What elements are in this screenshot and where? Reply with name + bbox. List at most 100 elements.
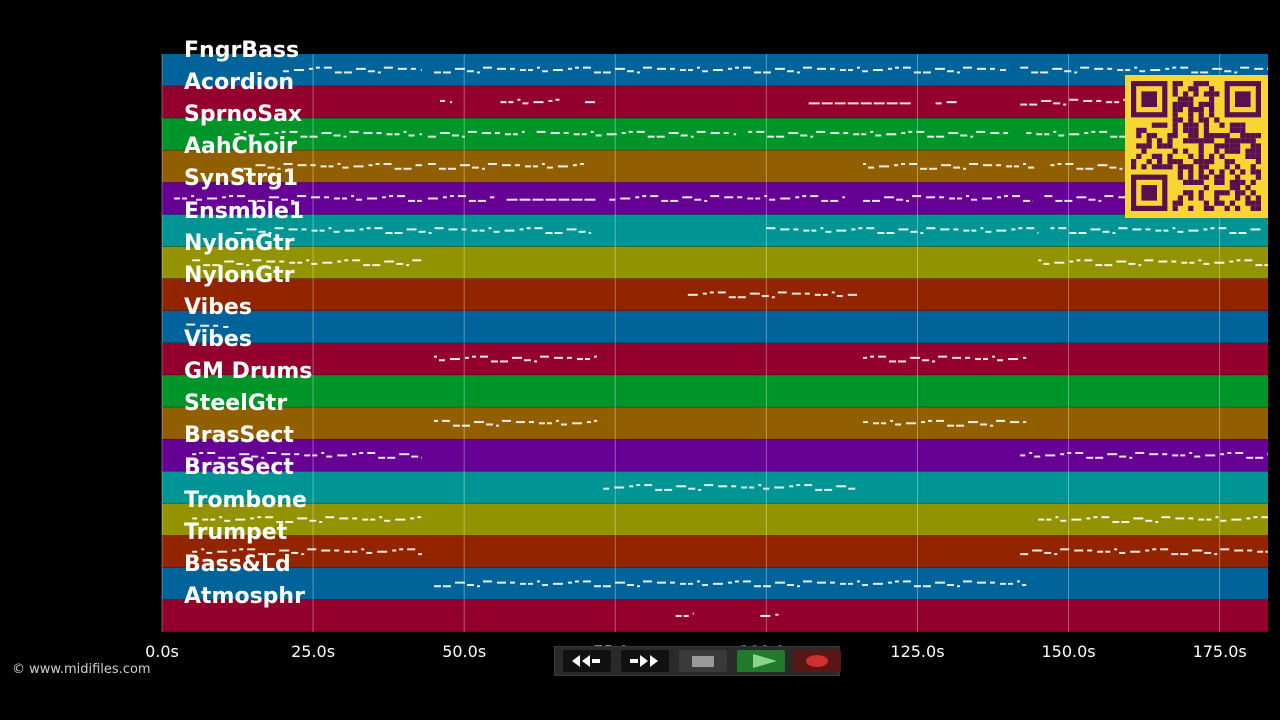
note-event xyxy=(174,197,181,200)
note-event xyxy=(1014,165,1020,168)
note-event xyxy=(1069,133,1080,136)
note-event xyxy=(265,516,274,519)
note-event xyxy=(690,135,694,138)
note-event xyxy=(963,229,970,232)
note-event xyxy=(343,135,347,138)
note-event xyxy=(268,232,272,235)
note-event xyxy=(1069,232,1077,235)
note-event xyxy=(894,66,899,69)
note-event xyxy=(571,422,582,425)
note-event xyxy=(246,264,250,267)
note-event xyxy=(679,69,686,72)
note-event xyxy=(1119,167,1123,170)
note-event xyxy=(1200,71,1209,74)
note-event xyxy=(1255,456,1264,459)
note-event xyxy=(742,66,751,69)
note-event xyxy=(920,167,928,170)
note-event xyxy=(1107,67,1113,70)
record-button[interactable] xyxy=(793,650,841,672)
note-event xyxy=(656,135,665,138)
note-event xyxy=(712,69,723,72)
track-lane xyxy=(162,503,1268,536)
note-event xyxy=(1162,453,1168,456)
note-event xyxy=(1265,550,1268,553)
note-event xyxy=(1083,99,1093,102)
note-event xyxy=(285,521,294,524)
note-event xyxy=(1052,67,1063,70)
note-event xyxy=(999,69,1006,72)
note-event xyxy=(1029,103,1038,106)
note-event xyxy=(1191,71,1199,74)
note-event xyxy=(417,199,422,202)
note-event xyxy=(1086,517,1091,520)
note-event xyxy=(1198,518,1205,521)
note-event xyxy=(957,197,963,200)
note-event xyxy=(1255,264,1263,267)
note-event xyxy=(687,293,698,296)
note-event xyxy=(359,451,364,454)
fast-forward-button[interactable] xyxy=(621,650,669,672)
note-event xyxy=(243,167,252,170)
note-event xyxy=(953,228,959,231)
note-event xyxy=(642,195,647,198)
note-event xyxy=(419,133,422,136)
note-event xyxy=(427,135,436,138)
note-event xyxy=(454,67,465,70)
note-event xyxy=(764,195,768,198)
note-event xyxy=(1032,549,1043,552)
note-event xyxy=(873,102,885,105)
note-event xyxy=(289,130,298,133)
note-event xyxy=(207,197,218,200)
note-event xyxy=(748,130,753,133)
play-button[interactable] xyxy=(737,650,785,672)
note-event xyxy=(328,227,332,230)
note-event xyxy=(239,548,244,551)
note-event xyxy=(629,485,634,488)
note-event xyxy=(1106,101,1113,104)
note-event xyxy=(459,164,470,167)
note-event xyxy=(997,196,1002,199)
note-event xyxy=(504,229,515,232)
note-event xyxy=(567,581,572,584)
note-event xyxy=(1123,98,1127,101)
note-event xyxy=(1038,259,1042,262)
note-event xyxy=(274,227,284,230)
note-event xyxy=(485,423,493,426)
note-event xyxy=(539,355,549,358)
note-event xyxy=(701,584,708,587)
note-event xyxy=(337,454,348,457)
note-event xyxy=(545,232,553,235)
note-event xyxy=(966,195,970,198)
note-event xyxy=(742,580,751,583)
note-event xyxy=(1220,453,1225,456)
note-event xyxy=(767,135,775,138)
playback-controls xyxy=(554,646,841,676)
note-event xyxy=(602,71,611,74)
note-event xyxy=(760,614,771,617)
note-event xyxy=(1180,553,1189,556)
note-event xyxy=(990,132,1000,135)
rewind-button[interactable] xyxy=(563,650,611,672)
note-event xyxy=(1114,101,1120,104)
note-event xyxy=(1076,196,1087,199)
note-event xyxy=(1132,228,1142,231)
note-event xyxy=(836,485,847,488)
note-event xyxy=(1181,261,1188,264)
note-event xyxy=(861,70,868,73)
note-event xyxy=(1064,199,1073,202)
note-event xyxy=(1087,549,1093,552)
note-event xyxy=(1041,99,1052,102)
note-event xyxy=(683,614,689,617)
track-lane xyxy=(162,471,1268,504)
note-event xyxy=(574,580,579,583)
note-event xyxy=(856,580,860,583)
stop-button[interactable] xyxy=(679,650,727,672)
note-event xyxy=(899,102,911,105)
note-event xyxy=(872,199,881,202)
note-event xyxy=(572,164,577,167)
note-event xyxy=(1172,227,1176,230)
note-event xyxy=(980,227,984,230)
note-event xyxy=(283,162,293,165)
note-event xyxy=(438,359,445,362)
